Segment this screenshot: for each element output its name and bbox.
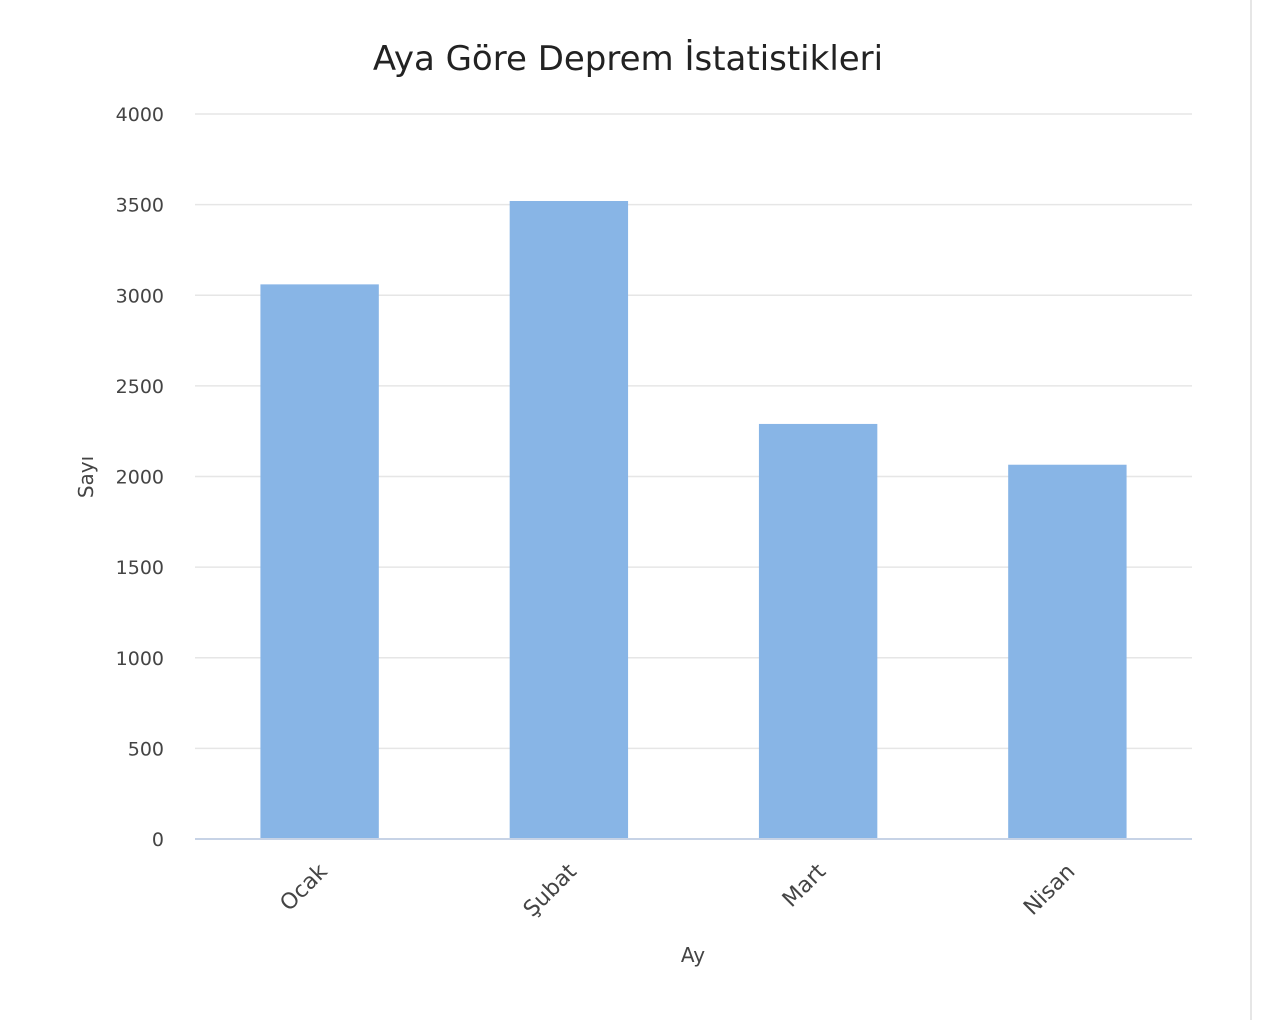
x-tick-label: Ocak	[276, 859, 333, 916]
x-axis-label: Ay	[681, 943, 705, 967]
y-axis-label: Sayı	[74, 456, 98, 498]
y-tick-label: 3000	[116, 285, 164, 307]
y-tick-label: 0	[152, 829, 164, 851]
y-tick-label: 2500	[116, 376, 164, 398]
bar-mart	[758, 423, 878, 839]
y-tick-label: 3500	[116, 195, 164, 217]
y-axis-ticks: 0 500 1000 1500 2000 2500 3000 3500 4000	[116, 104, 164, 851]
frame-border	[1250, 0, 1252, 1020]
y-tick-label: 4000	[116, 104, 164, 126]
x-tick-label: Nisan	[1019, 859, 1080, 920]
chart-title: Aya Göre Deprem İstatistikleri	[373, 39, 883, 79]
bar-şubat	[509, 201, 629, 839]
bar-ocak	[260, 284, 379, 839]
y-tick-label: 1500	[116, 557, 164, 579]
x-tick-label: Mart	[778, 859, 831, 912]
y-tick-label: 1000	[116, 648, 164, 670]
x-axis-ticks: Ocak Şubat Mart Nisan	[276, 859, 1081, 922]
y-tick-label: 2000	[116, 467, 164, 489]
y-tick-label: 500	[128, 738, 164, 760]
bar-nisan	[1008, 464, 1127, 839]
bars	[260, 201, 1127, 839]
x-tick-label: Şubat	[519, 859, 582, 922]
bar-chart: Aya Göre Deprem İstatistikleri 0 500 1000 1…	[74, 39, 1192, 967]
